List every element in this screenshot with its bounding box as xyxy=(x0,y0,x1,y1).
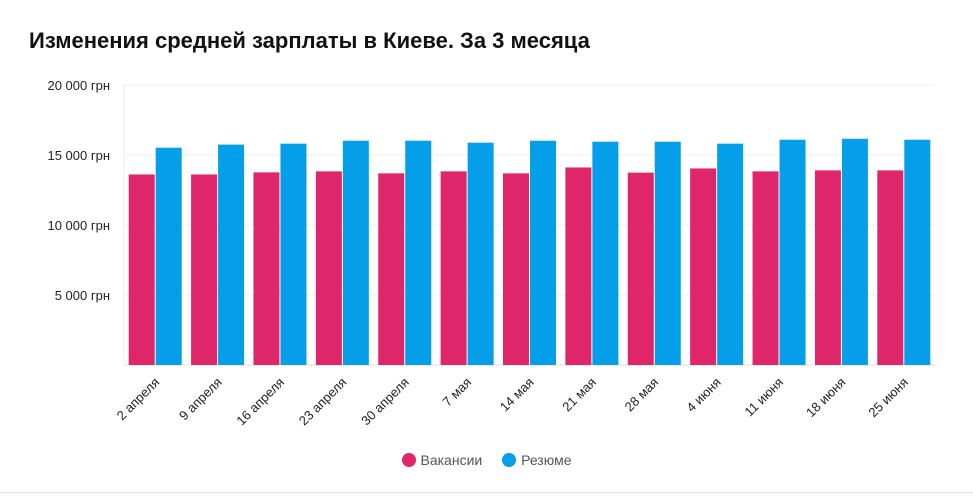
x-tick-label: 11 июня xyxy=(741,375,786,420)
x-tick-label: 30 апреля xyxy=(358,375,412,429)
x-tick-label: 14 мая xyxy=(497,375,537,415)
bar-resumes xyxy=(530,140,556,365)
x-tick-label: 18 июня xyxy=(803,375,848,420)
x-tick-label: 2 апреля xyxy=(114,375,163,424)
bar-vacancies xyxy=(191,174,218,365)
bar-vacancies xyxy=(627,172,654,365)
x-tick-label: 28 мая xyxy=(622,375,662,415)
chart-title: Изменения средней зарплаты в Киеве. За 3… xyxy=(29,28,590,53)
bar-resumes xyxy=(841,138,868,365)
bar-vacancies xyxy=(253,172,280,365)
legend-marker xyxy=(502,453,517,467)
x-tick-label: 4 июня xyxy=(683,375,723,415)
legend-item-vacancies[interactable]: Вакансии xyxy=(401,452,483,468)
bar-resumes xyxy=(717,143,744,365)
legend-marker xyxy=(401,453,416,467)
bar-vacancies xyxy=(752,171,779,365)
y-tick-label: 20 000 грн xyxy=(47,78,110,93)
legend-label: Резюме xyxy=(521,452,572,468)
legend: Вакансии Резюме xyxy=(0,452,973,470)
bar-resumes xyxy=(467,142,494,365)
bar-resumes xyxy=(592,141,619,365)
bar-vacancies xyxy=(565,167,592,365)
bar-vacancies xyxy=(814,170,841,365)
x-tick-label: 21 мая xyxy=(559,375,599,415)
divider xyxy=(0,492,973,493)
bar-resumes xyxy=(342,140,369,365)
bar-vacancies xyxy=(690,168,717,365)
bar-resumes xyxy=(218,144,245,365)
bar-resumes xyxy=(654,141,681,365)
legend-label: Вакансии xyxy=(420,452,483,468)
x-tick-label: 23 апреля xyxy=(296,375,350,429)
x-tick-label: 7 мая xyxy=(440,375,475,410)
bar-resumes xyxy=(405,140,432,365)
y-tick-label: 15 000 грн xyxy=(47,148,110,163)
bar-vacancies xyxy=(378,173,405,365)
bar-vacancies xyxy=(440,171,467,365)
legend-item-resumes[interactable]: Резюме xyxy=(502,452,571,468)
y-tick-label: 5 000 грн xyxy=(55,288,110,303)
y-tick-label: 10 000 грн xyxy=(47,218,110,233)
bar-resumes xyxy=(904,139,931,365)
bar-vacancies xyxy=(503,173,529,365)
bar-vacancies xyxy=(877,170,904,365)
bar-vacancies xyxy=(128,174,155,365)
bar-resumes xyxy=(779,139,806,365)
bar-resumes xyxy=(155,147,182,365)
bar-vacancies xyxy=(315,171,342,365)
x-tick-label: 16 апреля xyxy=(233,375,287,429)
bar-chart: 5 000 грн 10 000 грн 15 000 грн 20 000 грн 2… xyxy=(47,78,935,429)
x-tick-label: 25 июня xyxy=(865,375,910,420)
x-tick-label: 9 апреля xyxy=(176,375,225,424)
bar-resumes xyxy=(280,143,307,365)
